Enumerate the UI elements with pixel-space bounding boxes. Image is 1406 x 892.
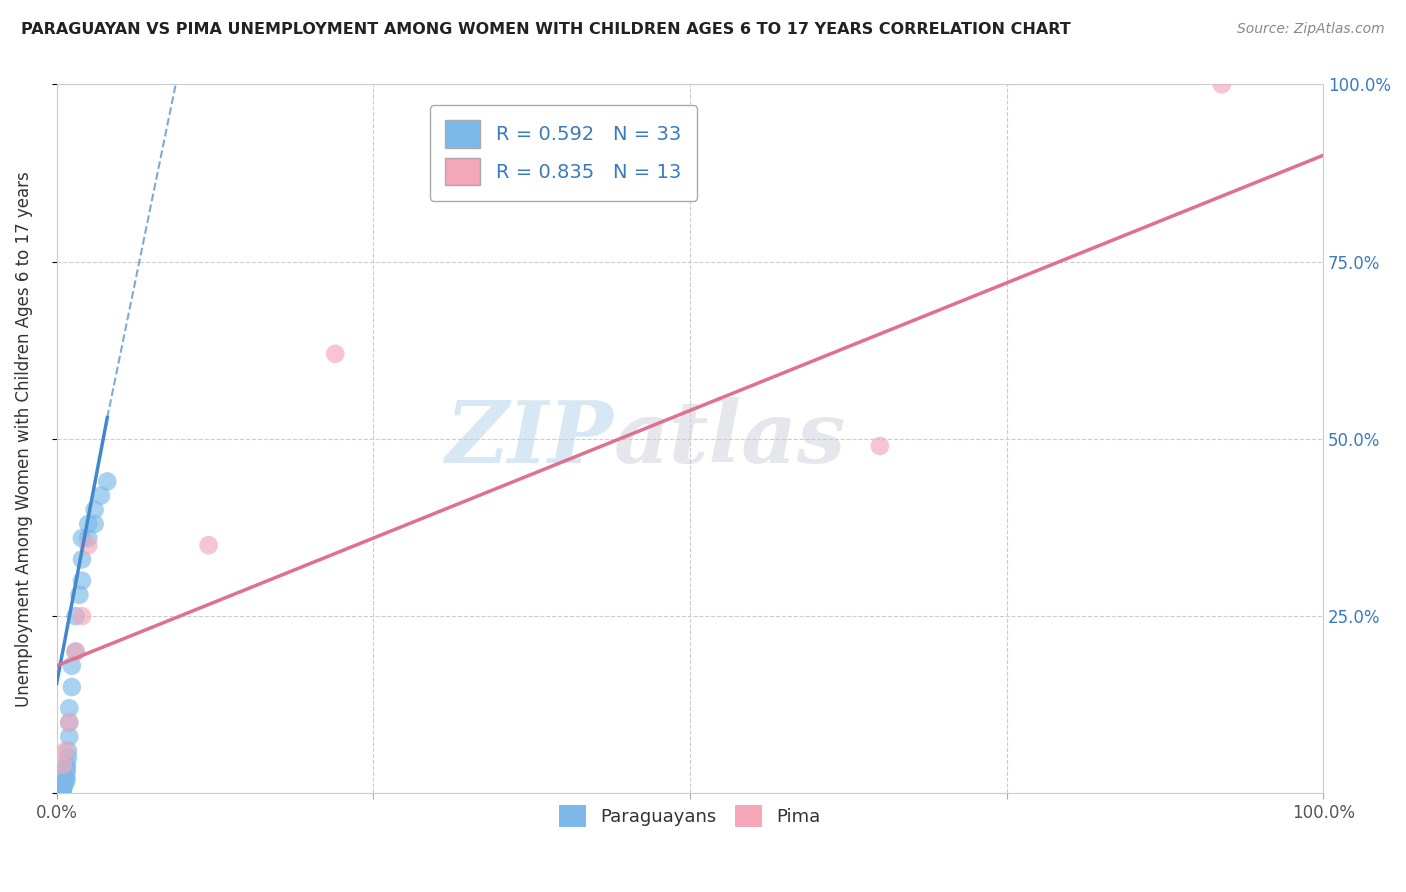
Point [52,779,75,793]
Point [65,644,87,658]
Point [83,516,105,531]
Point [323,347,346,361]
Point [52,780,75,795]
Text: PARAGUAYAN VS PIMA UNEMPLOYMENT AMONG WOMEN WITH CHILDREN AGES 6 TO 17 YEARS COR: PARAGUAYAN VS PIMA UNEMPLOYMENT AMONG WO… [21,22,1071,37]
Text: Source: ZipAtlas.com: Source: ZipAtlas.com [1237,22,1385,37]
Point [58,715,80,730]
Text: ZIP: ZIP [446,397,614,481]
Point [55,758,77,772]
Point [90,489,112,503]
Point [58,701,80,715]
Y-axis label: Unemployment Among Women with Children Ages 6 to 17 years: Unemployment Among Women with Children A… [15,171,32,706]
Point [55,765,77,780]
Point [83,503,105,517]
Point [52,758,75,772]
Point [58,730,80,744]
Point [65,644,87,658]
Point [52,779,75,793]
Point [65,609,87,624]
Point [77,538,100,552]
Point [70,574,93,588]
Point [55,744,77,758]
Point [869,439,891,453]
Point [56,744,79,758]
Legend: Paraguayans, Pima: Paraguayans, Pima [551,797,828,834]
Point [96,475,118,489]
Point [197,538,219,552]
Point [52,782,75,797]
Point [52,782,75,797]
Point [77,531,100,545]
Point [58,715,80,730]
Point [52,779,75,793]
Point [55,775,77,789]
Point [70,531,93,545]
Point [60,680,83,694]
Point [70,552,93,566]
Point [60,658,83,673]
Point [1211,78,1233,92]
Point [67,588,90,602]
Point [70,609,93,624]
Point [52,779,75,793]
Point [77,516,100,531]
Point [55,772,77,787]
Text: atlas: atlas [614,397,846,481]
Point [55,762,77,776]
Point [55,772,77,787]
Point [56,751,79,765]
Point [52,781,75,796]
